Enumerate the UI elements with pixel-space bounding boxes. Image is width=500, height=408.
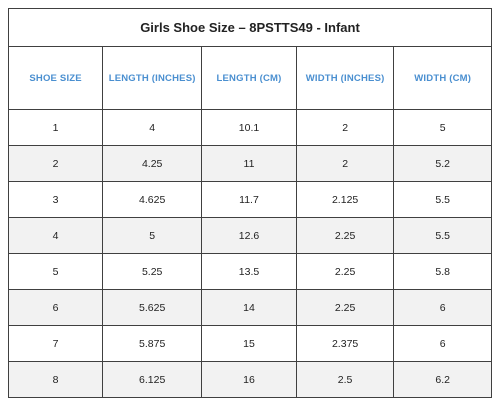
col-header-width-cm: Width (cm): [393, 46, 492, 110]
col-header-shoe-size: Shoe Size: [7, 46, 104, 110]
cell-width-inches: 2.375: [295, 325, 395, 362]
cell-shoe-size: 4: [7, 217, 104, 254]
cell-shoe-size: 6: [7, 289, 104, 326]
cell-length-cm: 11.7: [201, 181, 297, 218]
cell-length-inches: 4: [102, 109, 203, 146]
cell-shoe-size: 7: [7, 325, 104, 362]
table-title: Girls Shoe Size – 8PSTTS49 - Infant: [8, 8, 492, 47]
cell-width-cm: 6: [393, 289, 492, 326]
table-row: 5 5.25 13.5 2.25 5.8: [7, 253, 492, 290]
cell-length-cm: 12.6: [201, 217, 297, 254]
cell-width-cm: 5.2: [393, 145, 492, 182]
column-header-row: Shoe Size Length (Inches) Length (cm) Wi…: [7, 46, 492, 110]
cell-shoe-size: 8: [7, 361, 104, 398]
table-row: 1 4 10.1 2 5: [7, 109, 492, 146]
col-header-width-inches: Width (Inches): [295, 46, 395, 110]
cell-width-cm: 5: [393, 109, 492, 146]
cell-length-inches: 4.25: [102, 145, 203, 182]
cell-width-cm: 5.5: [393, 181, 492, 218]
cell-shoe-size: 5: [7, 253, 104, 290]
col-header-length-inches: Length (Inches): [102, 46, 203, 110]
cell-width-cm: 6.2: [393, 361, 492, 398]
cell-width-cm: 5.8: [393, 253, 492, 290]
table-row: 7 5.875 15 2.375 6: [7, 325, 492, 362]
cell-length-cm: 15: [201, 325, 297, 362]
cell-length-cm: 14: [201, 289, 297, 326]
cell-shoe-size: 3: [7, 181, 104, 218]
cell-length-inches: 5.875: [102, 325, 203, 362]
shoe-size-table: Girls Shoe Size – 8PSTTS49 - Infant Shoe…: [7, 8, 492, 398]
cell-length-inches: 5: [102, 217, 203, 254]
cell-length-cm: 16: [201, 361, 297, 398]
cell-shoe-size: 1: [7, 109, 104, 146]
cell-length-cm: 11: [201, 145, 297, 182]
cell-width-inches: 2.125: [295, 181, 395, 218]
cell-length-inches: 6.125: [102, 361, 203, 398]
cell-length-cm: 10.1: [201, 109, 297, 146]
table-row: 4 5 12.6 2.25 5.5: [7, 217, 492, 254]
col-header-length-cm: Length (cm): [201, 46, 297, 110]
cell-width-inches: 2.25: [295, 217, 395, 254]
cell-length-cm: 13.5: [201, 253, 297, 290]
cell-length-inches: 5.625: [102, 289, 203, 326]
cell-length-inches: 4.625: [102, 181, 203, 218]
cell-width-cm: 5.5: [393, 217, 492, 254]
table-row: 6 5.625 14 2.25 6: [7, 289, 492, 326]
table-row: 3 4.625 11.7 2.125 5.5: [7, 181, 492, 218]
cell-width-inches: 2: [295, 145, 395, 182]
cell-width-inches: 2.25: [295, 253, 395, 290]
table-row: 2 4.25 11 2 5.2: [7, 145, 492, 182]
cell-width-inches: 2.25: [295, 289, 395, 326]
cell-length-inches: 5.25: [102, 253, 203, 290]
cell-width-cm: 6: [393, 325, 492, 362]
cell-width-inches: 2: [295, 109, 395, 146]
cell-shoe-size: 2: [7, 145, 104, 182]
cell-width-inches: 2.5: [295, 361, 395, 398]
table-row: 8 6.125 16 2.5 6.2: [7, 361, 492, 398]
